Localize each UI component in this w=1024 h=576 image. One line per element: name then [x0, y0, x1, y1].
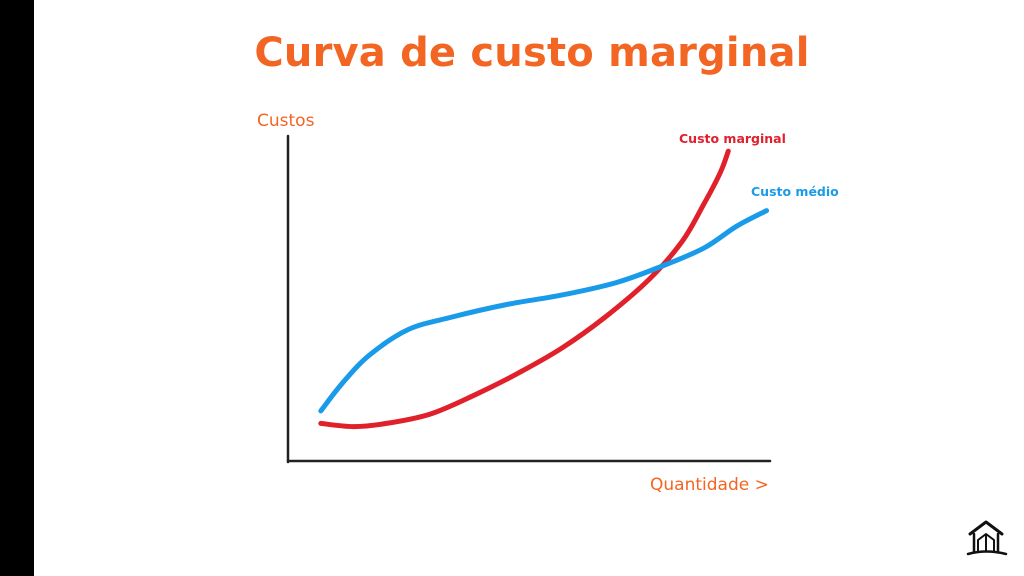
- house-logo-icon: [966, 520, 1008, 556]
- series-label-custo-medio: Custo médio: [751, 184, 839, 199]
- series-label-custo-marginal: Custo marginal: [679, 131, 786, 146]
- y-axis-label: Custos: [257, 111, 315, 131]
- chart-axes: [286, 134, 772, 464]
- slide-title: Curva de custo marginal: [254, 30, 810, 76]
- series-line-custo-medio: [318, 208, 770, 414]
- left-sidebar-bar: [0, 0, 34, 576]
- x-axis-label: Quantidade >: [650, 475, 769, 495]
- series-line-custo-marginal: [318, 148, 731, 430]
- series-layer: [318, 148, 770, 430]
